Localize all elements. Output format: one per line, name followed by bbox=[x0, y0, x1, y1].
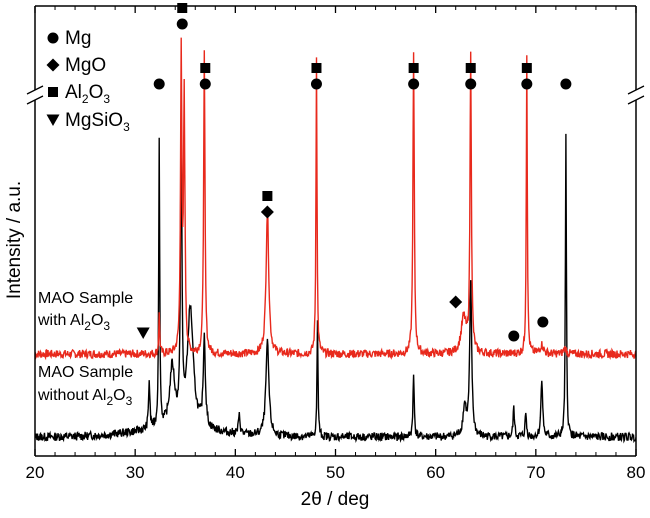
series-label-with-line2: with Al2O3 bbox=[37, 312, 110, 333]
circle-marker bbox=[199, 78, 211, 90]
circle-marker bbox=[508, 330, 520, 342]
series-label-sub: 2 bbox=[84, 319, 91, 333]
axis-break-mark bbox=[627, 85, 645, 95]
series-label-part: O bbox=[113, 387, 125, 404]
legend-label-sub: 3 bbox=[123, 120, 130, 134]
legend-label-sub: 2 bbox=[82, 92, 89, 106]
x-tick-label: 80 bbox=[627, 463, 646, 482]
square-marker bbox=[200, 63, 211, 73]
series-label-part: with Al bbox=[37, 312, 84, 329]
triangle-marker bbox=[46, 114, 60, 126]
square-marker bbox=[311, 63, 322, 73]
x-tick-label: 50 bbox=[326, 463, 345, 482]
square-marker bbox=[521, 63, 532, 73]
series-label-sub: 2 bbox=[106, 394, 113, 408]
x-tick-label: 30 bbox=[126, 463, 145, 482]
axis-break-gap bbox=[628, 90, 644, 100]
legend-label: MgSiO3 bbox=[65, 110, 130, 134]
x-tick-label: 40 bbox=[226, 463, 245, 482]
circle-marker bbox=[521, 78, 533, 90]
circle-marker bbox=[408, 78, 420, 90]
axis-break-mark bbox=[26, 95, 44, 105]
x-tick-label: 20 bbox=[26, 463, 45, 482]
legend-label-base: Al bbox=[65, 82, 82, 103]
legend-label-base: MgSiO bbox=[65, 110, 123, 131]
series-line-with bbox=[35, 37, 636, 361]
square-marker bbox=[465, 63, 476, 73]
diamond-marker bbox=[260, 205, 274, 219]
series-line-without bbox=[35, 106, 636, 444]
series-label-without-line1: MAO Sample bbox=[38, 364, 133, 381]
legend-label-base: MgO bbox=[65, 55, 106, 76]
square-marker bbox=[262, 191, 273, 201]
annotation-layer bbox=[136, 3, 572, 342]
circle-marker bbox=[537, 316, 549, 328]
axis-break-mark bbox=[26, 85, 44, 95]
legend-label-tail: O bbox=[89, 82, 104, 103]
circle-marker bbox=[176, 18, 188, 30]
x-axis-title: 2θ / deg bbox=[301, 489, 370, 510]
axis-break-gap bbox=[27, 90, 43, 100]
legend-label: Al2O3 bbox=[65, 82, 110, 106]
y-axis-title: Intensity / a.u. bbox=[4, 181, 25, 299]
square-marker bbox=[177, 3, 188, 13]
legend-label-base: Mg bbox=[65, 28, 91, 49]
series-label-sub: 3 bbox=[126, 394, 133, 408]
circle-marker bbox=[560, 78, 572, 90]
diamond-marker bbox=[46, 58, 60, 72]
series-label-with-line1: MAO Sample bbox=[38, 290, 133, 307]
series-label-sub: 3 bbox=[103, 319, 110, 333]
axes-layer: 20 30 40 50 60 70 80 bbox=[26, 5, 646, 482]
square-marker bbox=[408, 63, 419, 73]
legend-label: MgO bbox=[65, 55, 106, 76]
axis-break-mark bbox=[627, 95, 645, 105]
series-layer bbox=[35, 37, 636, 444]
series-label-without-line2: without Al2O3 bbox=[37, 387, 133, 408]
diamond-marker bbox=[449, 295, 463, 309]
square-marker bbox=[48, 87, 58, 97]
legend-label: Mg bbox=[65, 28, 91, 49]
series-label-part: O bbox=[91, 312, 103, 329]
triangle-marker bbox=[136, 327, 150, 339]
circle-marker bbox=[153, 78, 165, 90]
circle-marker bbox=[310, 78, 322, 90]
x-tick-label: 60 bbox=[426, 463, 445, 482]
x-tick-label: 70 bbox=[526, 463, 545, 482]
legend-label-sub2: 3 bbox=[103, 92, 110, 106]
series-label-part: without Al bbox=[37, 387, 106, 404]
circle-marker bbox=[47, 32, 59, 44]
circle-marker bbox=[465, 78, 477, 90]
